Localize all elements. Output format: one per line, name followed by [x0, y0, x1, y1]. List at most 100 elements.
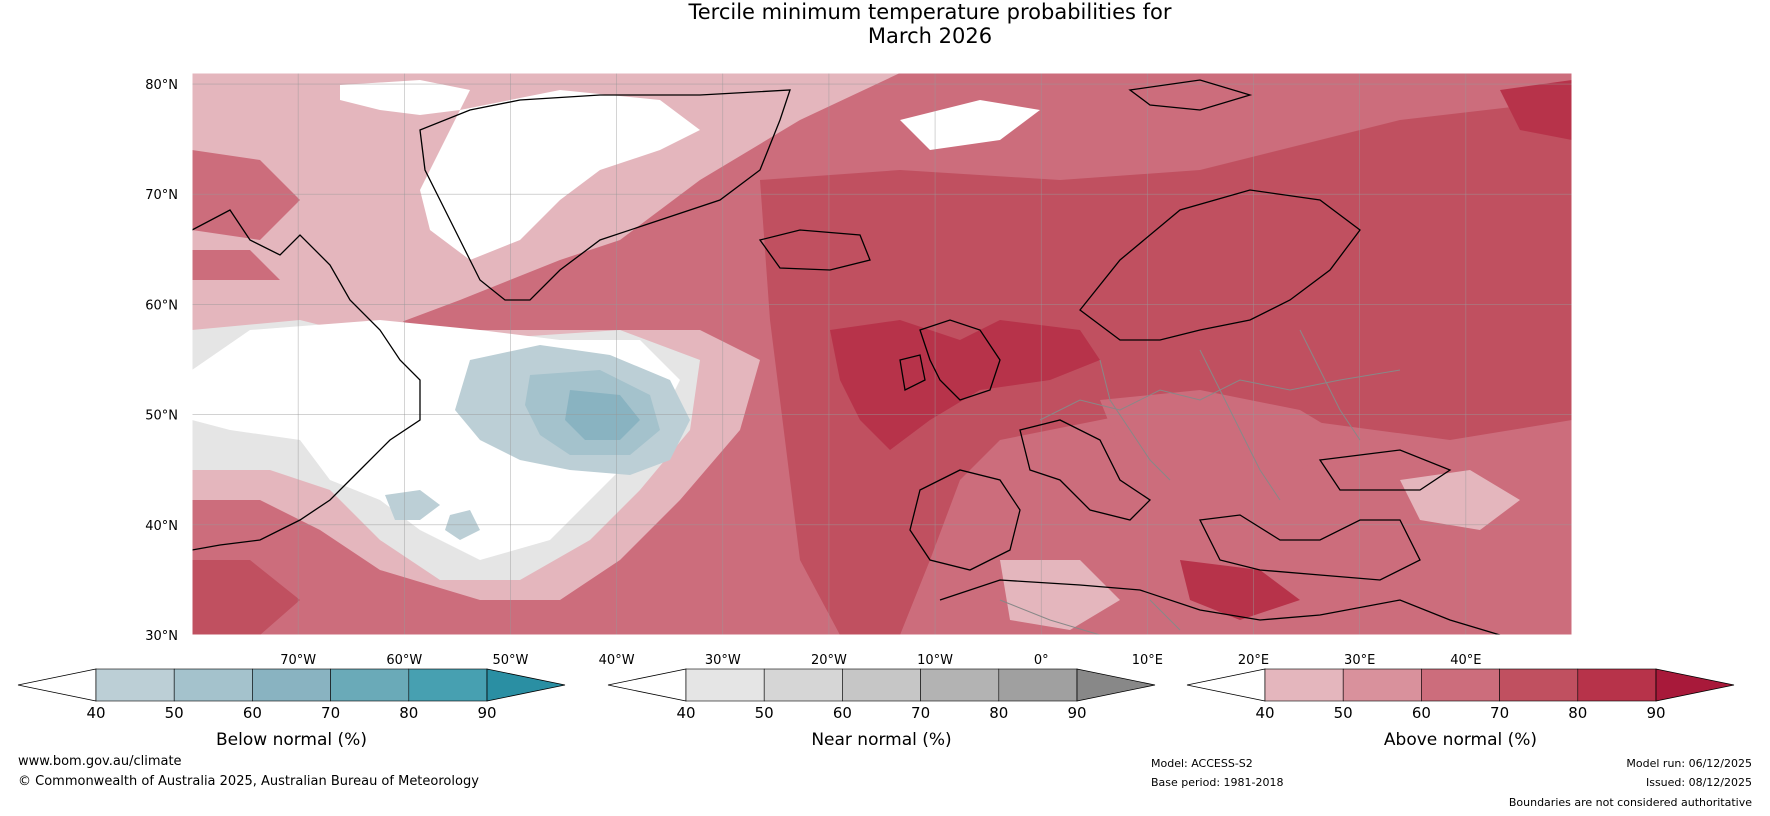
copyright-text: © Commonwealth of Australia 2025, Austra…: [18, 774, 479, 789]
lat-tick-label: 40°N: [145, 519, 178, 534]
map-frame: [191, 72, 1573, 636]
title-line-1: Tercile minimum temperature probabilitie…: [688, 0, 1172, 24]
colorbar-tick-label: 40: [676, 704, 695, 722]
title-line-2: March 2026: [867, 24, 993, 48]
colorbar-segment: [763, 668, 843, 702]
coastline-greenland: [419, 89, 791, 301]
coastlines: [192, 79, 1501, 635]
lon-tick-label: 70°W: [280, 653, 316, 668]
colorbar-tick-label: 40: [1255, 704, 1274, 722]
colorbar-segment: [1577, 668, 1657, 702]
base-period-text: Base period: 1981-2018: [1151, 776, 1284, 789]
lat-tick-label: 60°N: [145, 298, 178, 313]
field-below-small: [385, 490, 440, 520]
colorbar-tick-label: 60: [1412, 704, 1431, 722]
lat-tick-label: 30°N: [145, 629, 178, 644]
border-line-5: [999, 599, 1101, 635]
colorbar-tick-label: 70: [321, 704, 340, 722]
colorbar-label: Below normal (%): [216, 730, 367, 750]
border-line-4: [1299, 329, 1361, 441]
colorbar-segment: [1499, 668, 1579, 702]
coastline-greece-turkey: [1199, 514, 1421, 581]
colorbar-above: 40 50 60 70 80 90 Above normal (%): [1186, 668, 1735, 750]
border-line-6: [1149, 599, 1181, 631]
colorbar-extension-low: [17, 668, 97, 702]
lon-tick-label: 20°W: [811, 653, 847, 668]
colorbar-segment: [1264, 668, 1344, 702]
lon-tick-label: 0°: [1034, 653, 1049, 668]
field-above-darkest-ne: [1500, 80, 1572, 140]
field-above-darkest: [830, 320, 1100, 450]
field-above-mid-europe: [1100, 390, 1350, 470]
field-above-darkest-africa: [1180, 560, 1300, 620]
coastline-iceland: [758, 229, 871, 271]
colorbar-extension-low: [607, 668, 687, 702]
colorbar-segment: [1342, 668, 1422, 702]
lon-tick-label: 10°E: [1132, 653, 1163, 668]
colorbar-below: 40 50 60 70 80 90 Below normal (%): [17, 668, 566, 750]
border-line-3: [1199, 349, 1281, 501]
colorbar-tick-label: 90: [1646, 704, 1665, 722]
border-line-1: [1039, 369, 1401, 421]
colorbar-near: 40 50 60 70 80 90 Near normal (%): [607, 668, 1156, 750]
field-above-canada: [192, 150, 300, 240]
gridlines: [192, 73, 1572, 635]
latitude-labels: 30°N 40°N 50°N 60°N 70°N 80°N: [145, 78, 178, 644]
probability-field: [192, 73, 1572, 635]
issued-text: Issued: 08/12/2025: [1645, 776, 1752, 789]
colorbar-tick-label: 50: [1334, 704, 1353, 722]
colorbar-segment: [330, 668, 410, 702]
colorbars: 40 50 60 70 80 90 Below normal (%) 40 50 60 70 80 90…: [17, 668, 1735, 750]
colorbar-tick-label: 80: [989, 704, 1008, 722]
field-above-light-middle-east: [1400, 470, 1520, 530]
field-above-dark-sw: [192, 560, 300, 635]
map-title: Tercile minimum temperature probabilitie…: [0, 0, 1770, 48]
field-white-greenland: [420, 90, 700, 260]
longitude-labels: 70°W 60°W 50°W 40°W 30°W 20°W 10°W 0° 10°E 20°E 30…: [280, 653, 1481, 668]
coastline-svalbard: [1128, 79, 1253, 111]
colorbar-tick-label: 40: [86, 704, 105, 722]
colorbar-segment: [95, 668, 175, 702]
coastline-north-africa: [939, 579, 1501, 635]
colorbar-segment: [1421, 668, 1500, 702]
disclaimer-text: Boundaries are not considered authoritat…: [1508, 796, 1752, 809]
lon-tick-label: 40°E: [1450, 653, 1481, 668]
colorbar-segment: [842, 668, 921, 702]
model-run-text: Model run: 06/12/2025: [1626, 757, 1752, 770]
lon-tick-label: 40°W: [599, 653, 635, 668]
field-below-inner: [565, 390, 640, 440]
colorbar-tick-label: 90: [1067, 704, 1086, 722]
colorbar-extension-low: [1186, 668, 1266, 702]
country-borders: [999, 329, 1401, 635]
lat-tick-label: 70°N: [145, 188, 178, 203]
lon-tick-label: 10°W: [917, 653, 953, 668]
field-above-dark-central: [760, 100, 1572, 635]
field-white-north: [340, 80, 470, 115]
coastline-black-sea: [1318, 449, 1452, 491]
lon-tick-label: 50°W: [493, 653, 529, 668]
colorbar-extension-high: [1655, 668, 1735, 702]
colorbar-tick-label: 50: [755, 704, 774, 722]
lon-tick-label: 60°W: [386, 653, 422, 668]
colorbar-segment: [252, 668, 331, 702]
coastline-italy-france: [1019, 419, 1152, 521]
colorbar-segment: [998, 668, 1078, 702]
colorbar-tick-label: 60: [833, 704, 852, 722]
colorbar-tick-label: 60: [243, 704, 262, 722]
coastline-scandinavia: [1079, 189, 1361, 341]
colorbar-tick-label: 70: [1490, 704, 1509, 722]
lon-tick-label: 30°W: [705, 653, 741, 668]
lat-tick-label: 80°N: [145, 78, 178, 93]
coastline-britain: [919, 319, 1001, 401]
colorbar-segment: [408, 668, 488, 702]
border-line-2: [1099, 359, 1171, 481]
website-text: www.bom.gov.au/climate: [18, 754, 182, 769]
lon-tick-label: 30°E: [1344, 653, 1375, 668]
colorbar-segment: [173, 668, 253, 702]
colorbar-tick-label: 70: [911, 704, 930, 722]
colorbar-tick-label: 50: [165, 704, 184, 722]
colorbar-tick-label: 80: [1568, 704, 1587, 722]
coastline-ireland: [899, 354, 926, 391]
lat-tick-label: 50°N: [145, 409, 178, 424]
